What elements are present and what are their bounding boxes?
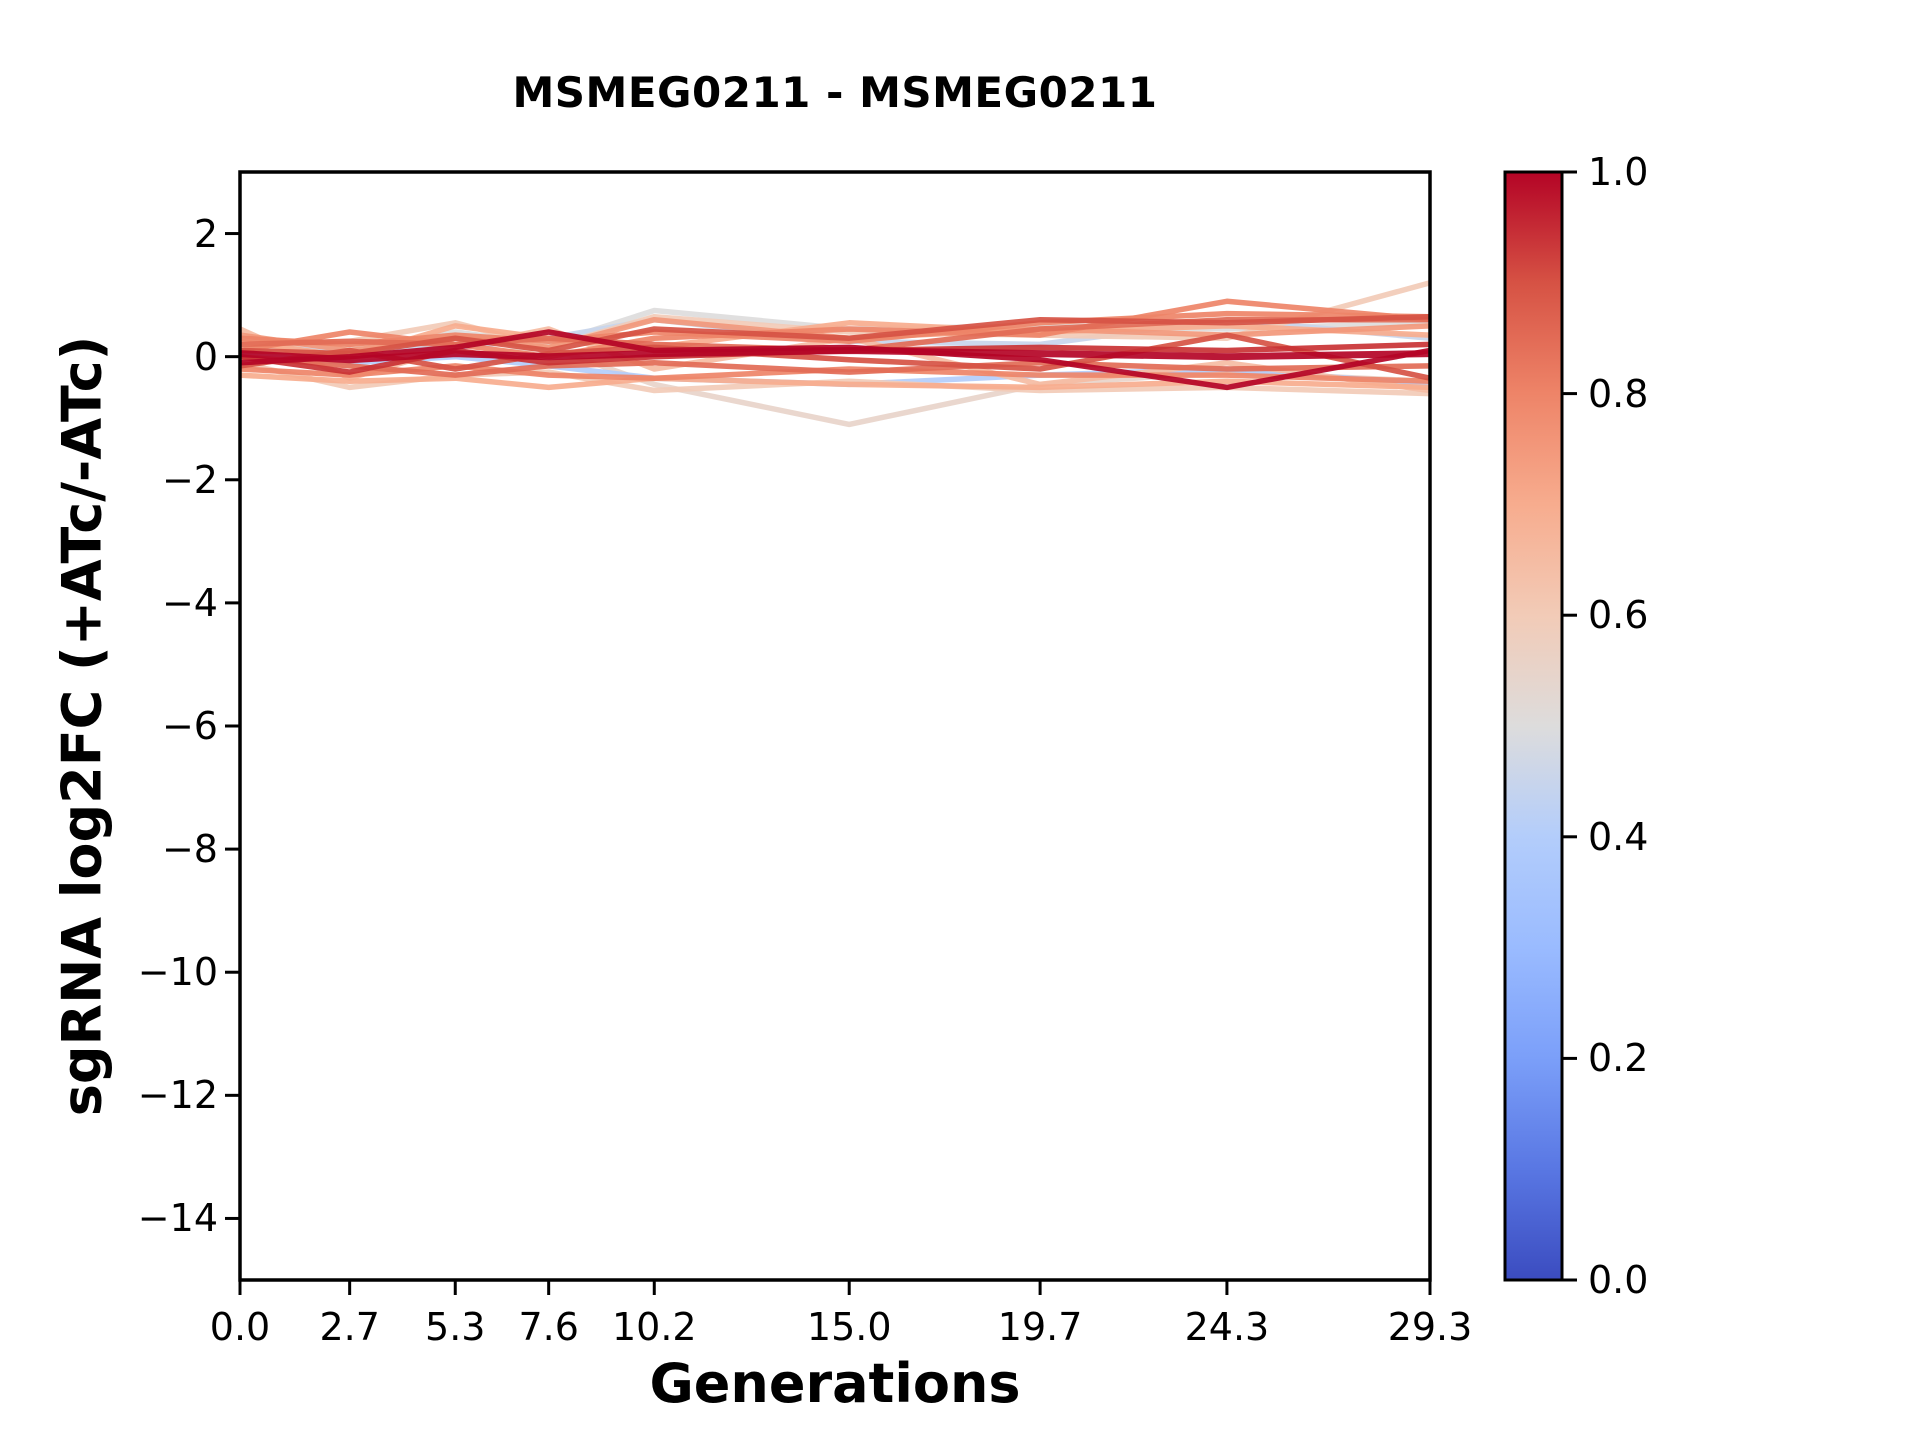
y-tick-label: −6: [161, 704, 218, 748]
y-tick-label: −4: [161, 580, 218, 625]
series-line-sg-darkred-flat: [240, 347, 1430, 364]
colorbar-tick-label: 0.8: [1588, 371, 1649, 416]
x-tick-label: 10.2: [611, 1305, 697, 1349]
sgrna-lines-group: [240, 280, 1430, 428]
x-tick-label: 24.3: [1184, 1305, 1270, 1349]
series-line-sg-peach-low: [240, 360, 1430, 397]
y-tick-label: −14: [137, 1196, 218, 1241]
x-tick-label: 5.3: [425, 1305, 486, 1349]
series-line-sg-coral-low: [240, 363, 1430, 385]
y-tick-label: −2: [161, 457, 218, 502]
x-tick-label: 2.7: [319, 1305, 380, 1349]
colorbar-tick-label: 0.2: [1588, 1036, 1649, 1081]
x-tick-label: 15.0: [806, 1305, 892, 1349]
y-tick-label: 2: [193, 211, 218, 256]
chart-title: MSMEG0211 - MSMEG0211: [512, 68, 1158, 117]
colorbar-tick-label: 0.6: [1588, 593, 1649, 638]
x-tick-label: 29.3: [1387, 1305, 1473, 1349]
colorbar-tick-label: 0.0: [1588, 1258, 1649, 1302]
y-tick-label: 0: [193, 334, 218, 379]
y-tick-label: −10: [137, 950, 218, 995]
x-tick-label: 7.6: [518, 1305, 579, 1349]
y-tick-label: −12: [137, 1073, 218, 1118]
colorbar-tick-label: 0.4: [1588, 814, 1649, 859]
series-line-sg-coral-peak: [240, 298, 1430, 360]
x-axis-label: Generations: [649, 1352, 1021, 1415]
series-line-sg-red2-lower: [240, 353, 1430, 378]
colorbar: [1503, 170, 1564, 1282]
x-tick-label: 0.0: [209, 1305, 271, 1349]
x-tick-label: 19.7: [997, 1305, 1083, 1349]
y-tick-label: −8: [161, 827, 218, 872]
series-line-sg-red-rise: [240, 313, 1430, 357]
colorbar-tick-label: 1.0: [1588, 150, 1649, 194]
